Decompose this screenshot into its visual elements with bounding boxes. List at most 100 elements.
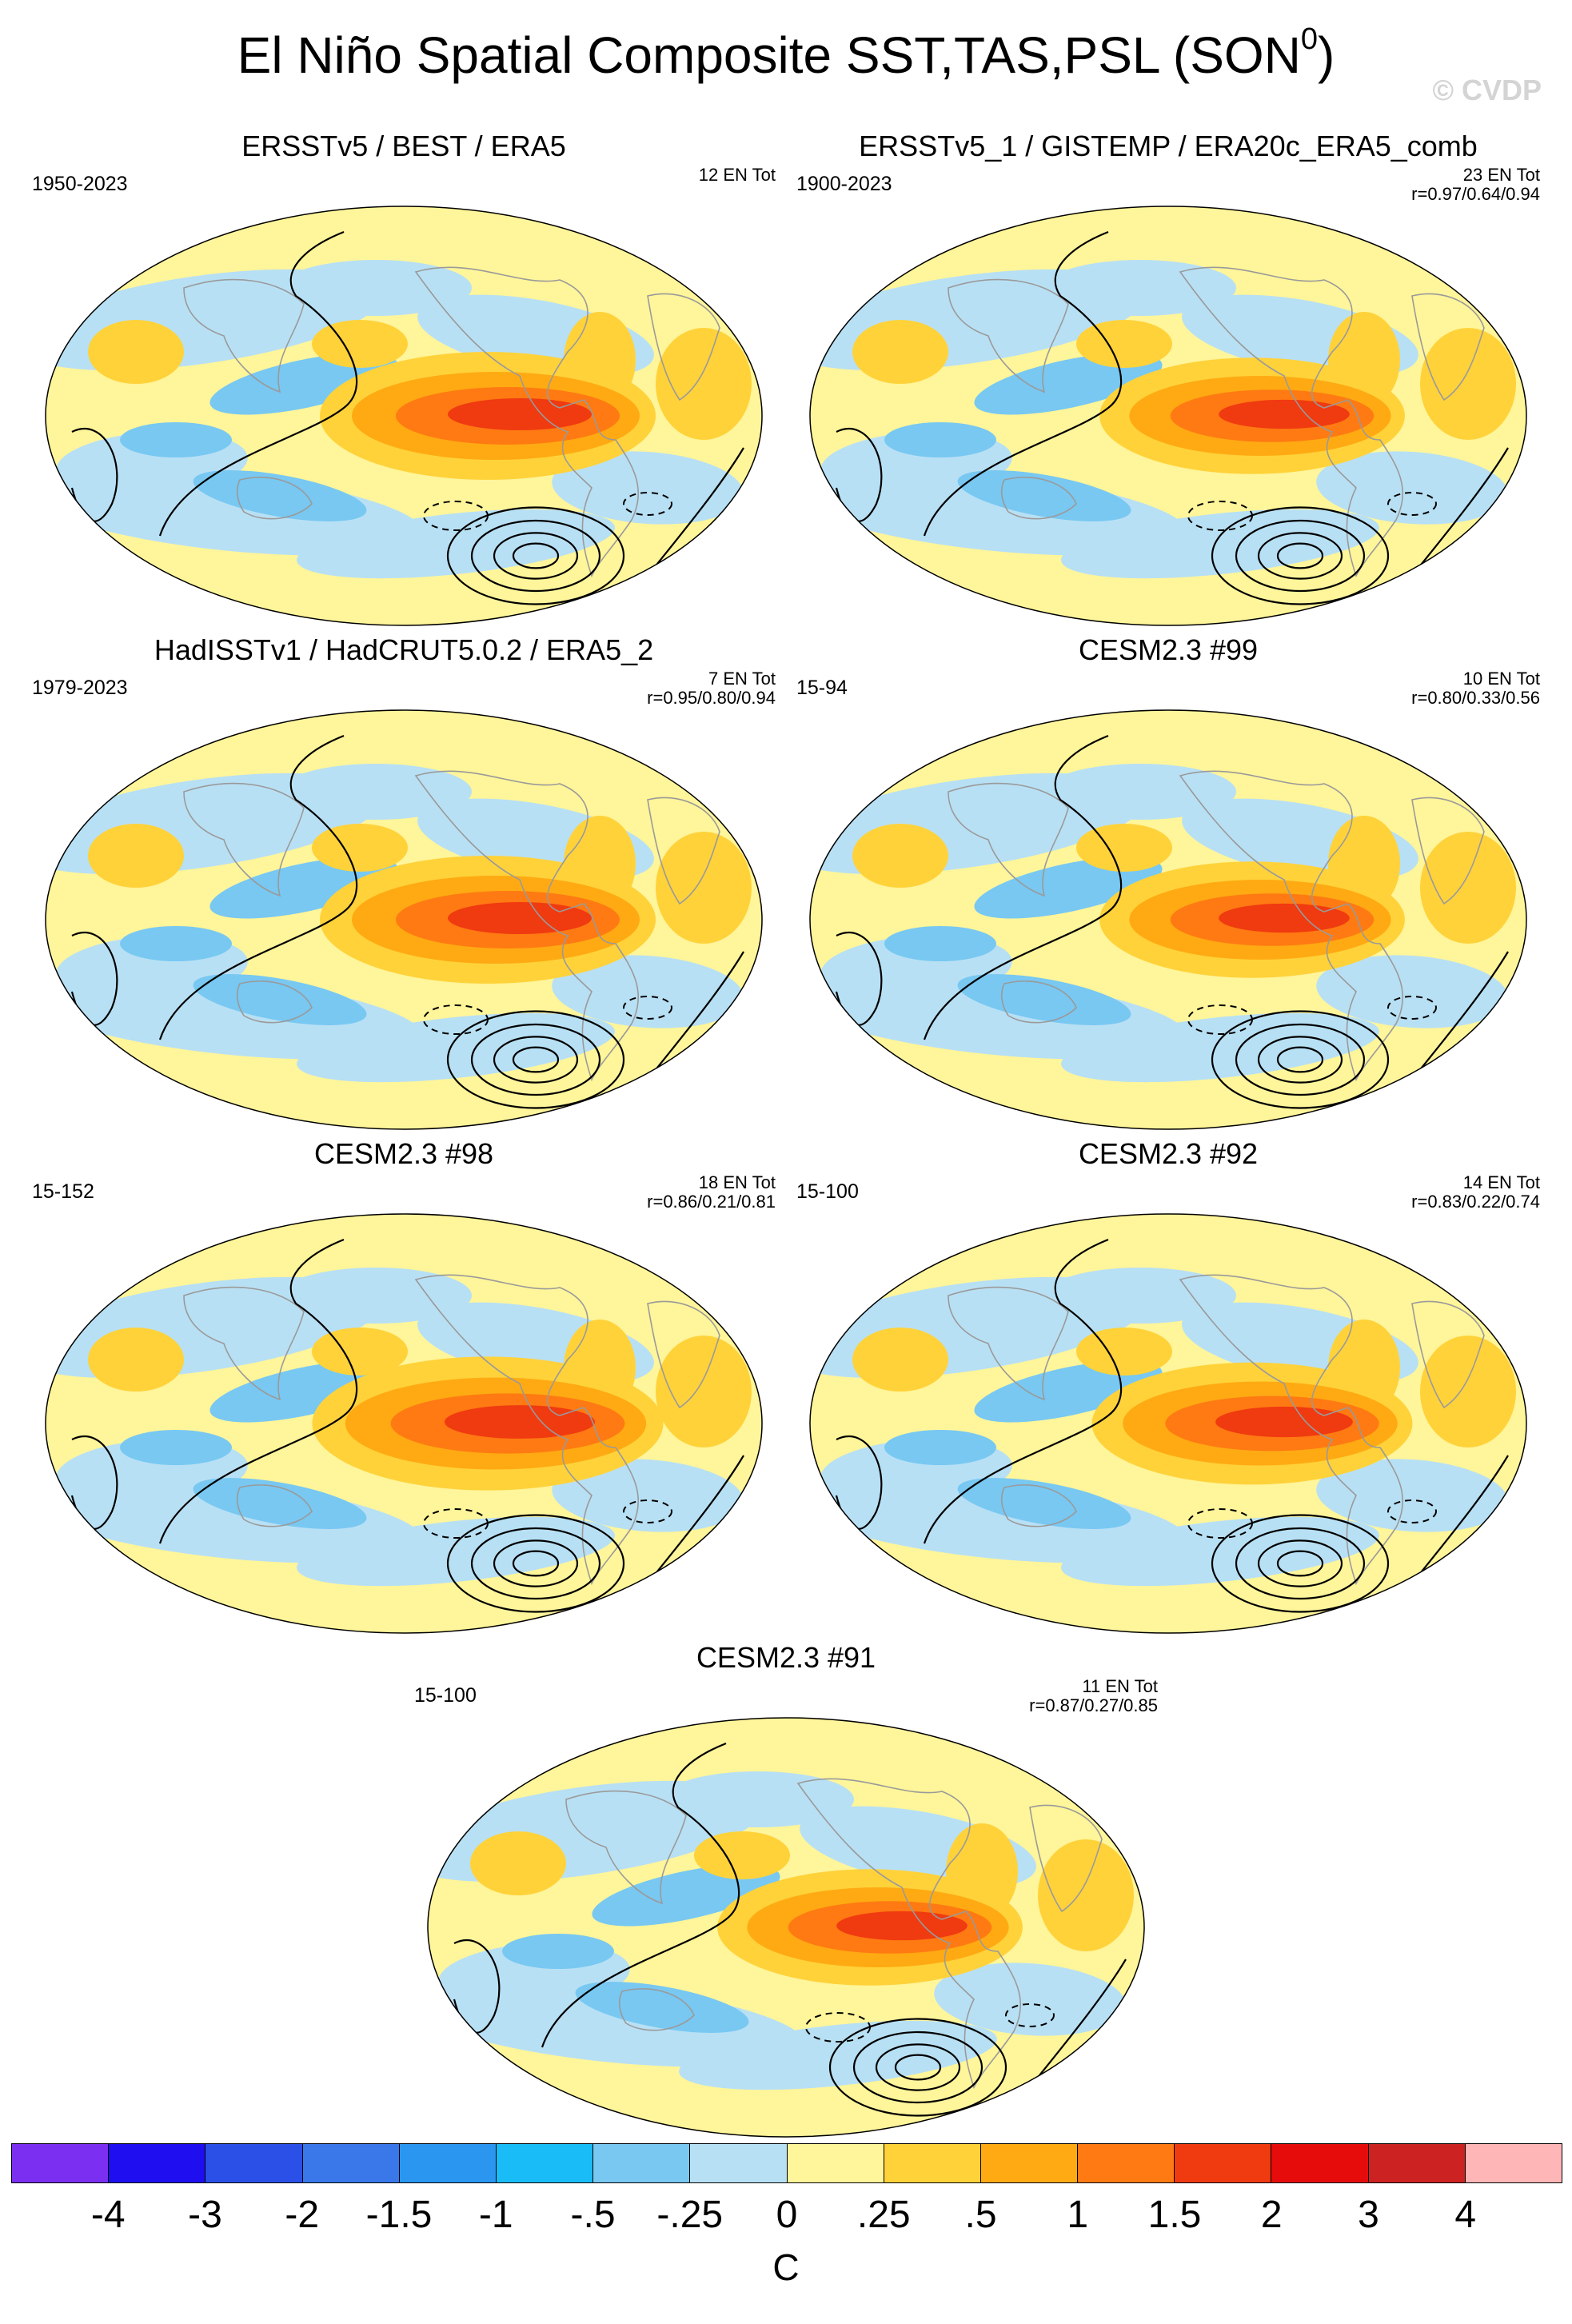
- event-count: 14 EN Tot r=0.83/0.22/0.74: [1411, 1172, 1540, 1212]
- warm-anomaly: [656, 1336, 752, 1448]
- continent-outline: [647, 293, 720, 401]
- period-label: 15-100: [796, 1180, 859, 1203]
- continent-outline: [1000, 1484, 1077, 1527]
- psl-contour: [512, 1550, 560, 1577]
- cool-anomaly: [297, 509, 615, 579]
- cool-anomaly: [884, 926, 996, 961]
- continent-outline: [236, 980, 313, 1024]
- continent-outline: [1179, 266, 1404, 578]
- nino-warm-tongue: [1219, 903, 1350, 933]
- panel-title: CESM2.3 #98: [313, 1137, 494, 1170]
- continent-outline: [1179, 770, 1404, 1082]
- map-outline: [45, 1213, 763, 1634]
- figure-title: El Niño Spatial Composite SST,TAS,PSL (S…: [237, 22, 1335, 84]
- cool-anomaly: [120, 422, 232, 457]
- psl-contour: [493, 1539, 579, 1587]
- warm-anomaly: [88, 320, 184, 384]
- continent-outline: [414, 266, 640, 578]
- psl-contour: [493, 532, 579, 580]
- continent-outline: [1179, 1274, 1404, 1586]
- continent-outline: [414, 770, 640, 1082]
- nino-warm-tongue: [836, 1911, 968, 1941]
- psl-contour: [1276, 542, 1324, 569]
- period-label: 15-152: [32, 1180, 94, 1203]
- cool-anomaly: [1044, 764, 1236, 820]
- cool-anomaly: [1044, 260, 1236, 316]
- warm-anomaly: [852, 824, 948, 888]
- cool-anomaly: [1061, 1012, 1379, 1083]
- psl-contour-negative: [423, 501, 489, 531]
- map-field: [810, 1214, 1526, 1633]
- continent-outline: [236, 477, 313, 520]
- colorbar-tick-label: 4: [1454, 2194, 1477, 2236]
- psl-contour: [1411, 1455, 1509, 1584]
- panel-title: CESM2.3 #99: [1078, 633, 1259, 666]
- colorbar: [11, 2143, 1562, 2183]
- cool-anomaly: [957, 1478, 1131, 1529]
- psl-contour-negative: [1187, 501, 1253, 531]
- composite-map: [809, 206, 1527, 626]
- warm-anomaly: [1420, 832, 1516, 944]
- continent-outline: [1411, 293, 1485, 401]
- psl-contour: [512, 1046, 560, 1073]
- panel-title: CESM2.3 #92: [1078, 1137, 1259, 1170]
- cool-anomaly: [957, 470, 1131, 521]
- event-count: 10 EN Tot r=0.80/0.33/0.56: [1411, 669, 1540, 709]
- continent-outline: [183, 782, 305, 897]
- map-outline: [45, 206, 763, 626]
- psl-contour: [1257, 1539, 1343, 1587]
- psl-contour: [158, 1238, 358, 1544]
- map-field: [46, 1214, 762, 1633]
- panel-ersstv5: ERSSTv5 / BEST / ERA5 1950-2023 12 EN To…: [32, 130, 776, 641]
- psl-contour-negative: [1187, 1004, 1253, 1035]
- colorbar-box: [109, 2144, 206, 2182]
- cool-anomaly: [280, 764, 472, 820]
- composite-map: [45, 206, 763, 626]
- cool-anomaly: [193, 470, 367, 521]
- psl-contour: [1211, 1514, 1390, 1613]
- continent-outline: [796, 1778, 1022, 2090]
- colorbar-tick-label: -1: [478, 2194, 513, 2236]
- cool-anomaly: [974, 1360, 1163, 1423]
- cool-anomaly: [662, 1771, 854, 1827]
- psl-contour: [1235, 519, 1366, 593]
- map-field: [46, 206, 762, 625]
- map-outline: [809, 206, 1527, 626]
- psl-contour: [1257, 532, 1343, 580]
- colorbar-tick-label: 0: [776, 2194, 798, 2236]
- psl-contour: [512, 542, 560, 569]
- panel-title: CESM2.3 #91: [696, 1641, 876, 1674]
- psl-contour: [541, 1742, 740, 2048]
- psl-contour: [158, 734, 358, 1040]
- map-outline: [427, 1717, 1145, 2138]
- continent-outline: [414, 1274, 640, 1586]
- continent-outline: [948, 278, 1069, 393]
- map-field: [46, 710, 762, 1129]
- warm-anomaly: [1076, 824, 1172, 872]
- cool-anomaly: [209, 1360, 398, 1423]
- psl-contour: [1411, 951, 1509, 1080]
- psl-contour-negative: [805, 2012, 871, 2042]
- period-label: 15-100: [414, 1684, 477, 1707]
- cool-anomaly: [884, 422, 996, 457]
- psl-contour: [1029, 1959, 1127, 2088]
- warm-anomaly: [1420, 1336, 1516, 1448]
- panel-hadisstv1: HadISSTv1 / HadCRUT5.0.2 / ERA5_2 1979-2…: [32, 633, 776, 1145]
- cool-anomaly: [1061, 509, 1379, 579]
- psl-contour: [158, 230, 358, 537]
- warm-anomaly: [1038, 1839, 1134, 1951]
- cool-anomaly: [1316, 1459, 1508, 1532]
- cool-anomaly: [297, 1012, 615, 1083]
- warm-anomaly: [312, 824, 408, 872]
- cool-anomaly: [280, 1268, 472, 1324]
- cool-anomaly: [502, 1934, 614, 1969]
- cool-anomaly: [209, 857, 398, 919]
- cool-anomaly: [193, 974, 367, 1025]
- event-count: 12 EN Tot: [698, 165, 776, 185]
- map-outline: [809, 1213, 1527, 1634]
- colorbar-tick-label: .25: [856, 2194, 911, 2236]
- cool-anomaly: [552, 1459, 744, 1532]
- warm-anomaly: [470, 1831, 566, 1895]
- cvdp-watermark: © CVDP: [1432, 74, 1542, 106]
- warm-anomaly: [656, 832, 752, 944]
